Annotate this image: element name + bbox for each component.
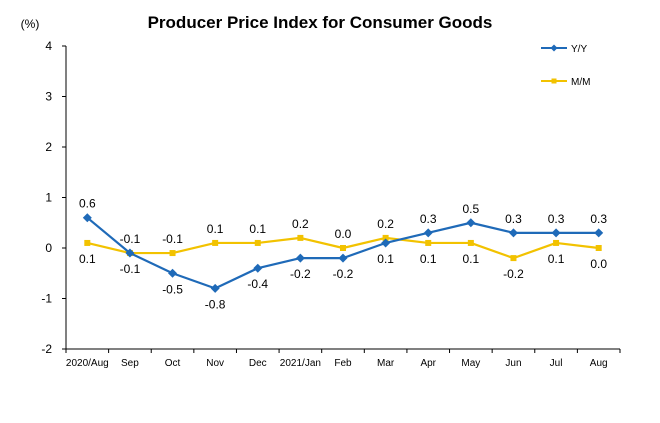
x-tick-label: Feb [334, 358, 352, 369]
data-point [253, 264, 262, 273]
data-label: 0.0 [590, 257, 607, 271]
y-axis-unit-label: (%) [21, 17, 40, 31]
data-point [509, 228, 518, 237]
y-tick-label: 0 [45, 241, 52, 255]
data-point [594, 228, 603, 237]
y-tick-label: 1 [45, 191, 52, 205]
data-point [297, 235, 303, 241]
data-point [468, 240, 474, 246]
data-point [510, 255, 516, 261]
data-label: -0.2 [290, 267, 311, 281]
y-tick-label: 2 [45, 140, 52, 154]
data-label: 0.2 [377, 217, 394, 231]
legend-marker [551, 45, 558, 52]
data-point [340, 245, 346, 251]
data-point [296, 254, 305, 263]
x-tick-label: Dec [249, 358, 267, 369]
data-label: 0.5 [463, 202, 480, 216]
legend-item-yy: Y/Y [541, 44, 587, 55]
data-point [255, 240, 261, 246]
data-label: 0.3 [548, 212, 565, 226]
x-tick-label: Aug [590, 358, 608, 369]
data-label: 0.1 [249, 222, 266, 236]
data-label: 0.1 [207, 222, 224, 236]
data-label: -0.2 [503, 267, 524, 281]
x-tick-label: Nov [206, 358, 224, 369]
chart: Producer Price Index for Consumer Goods … [0, 0, 660, 423]
data-label: 0.1 [420, 252, 437, 266]
data-label: 0.3 [505, 212, 522, 226]
data-label: 0.3 [590, 212, 607, 226]
axes: 4 3 2 1 0 -1 -2 2020/Aug Sep Oct Nov Dec 2021/Jan Feb… [41, 39, 620, 369]
x-tick-label: Jun [505, 358, 521, 369]
data-label: -0.8 [205, 297, 226, 311]
x-tick-label: Oct [165, 358, 181, 369]
x-tick-label: Mar [377, 358, 395, 369]
legend-item-mm: M/M [541, 77, 590, 88]
data-label: -0.2 [333, 267, 354, 281]
data-point [168, 269, 177, 278]
data-point [339, 254, 348, 263]
x-tick-label: 2021/Jan [280, 358, 321, 369]
y-tick-label: -1 [41, 292, 52, 306]
x-tick-label: May [461, 358, 480, 369]
chart-title: Producer Price Index for Consumer Goods [148, 13, 493, 32]
data-point [553, 240, 559, 246]
data-label: -0.1 [162, 232, 183, 246]
x-tick-label: Sep [121, 358, 139, 369]
y-tick-label: 3 [45, 90, 52, 104]
data-label: -0.5 [162, 282, 183, 296]
data-label: 0.6 [79, 197, 96, 211]
data-label: 0.1 [463, 252, 480, 266]
data-point [212, 240, 218, 246]
data-label: 0.3 [420, 212, 437, 226]
data-point [170, 250, 176, 256]
data-label: -0.4 [247, 277, 268, 291]
data-point [381, 238, 390, 247]
x-tick-label: Apr [420, 358, 436, 369]
legend-label: M/M [571, 77, 590, 88]
data-point [425, 240, 431, 246]
data-point [596, 245, 602, 251]
data-label: -0.1 [120, 232, 141, 246]
data-label: 0.1 [79, 252, 96, 266]
data-label: 0.2 [292, 217, 309, 231]
y-tick-label: -2 [41, 342, 52, 356]
legend: Y/Y M/M [541, 44, 590, 88]
data-point [84, 240, 90, 246]
data-point [552, 228, 561, 237]
data-label: 0.1 [377, 252, 394, 266]
data-label: 0.0 [335, 227, 352, 241]
x-tick-label: 2020/Aug [66, 358, 109, 369]
y-tick-label: 4 [45, 39, 52, 53]
x-tick-label: Jul [550, 358, 563, 369]
legend-marker [552, 79, 557, 84]
data-point [211, 284, 220, 293]
data-point [466, 218, 475, 227]
data-label: 0.1 [548, 252, 565, 266]
legend-label: Y/Y [571, 44, 587, 55]
data-label: -0.1 [120, 262, 141, 276]
data-point [424, 228, 433, 237]
